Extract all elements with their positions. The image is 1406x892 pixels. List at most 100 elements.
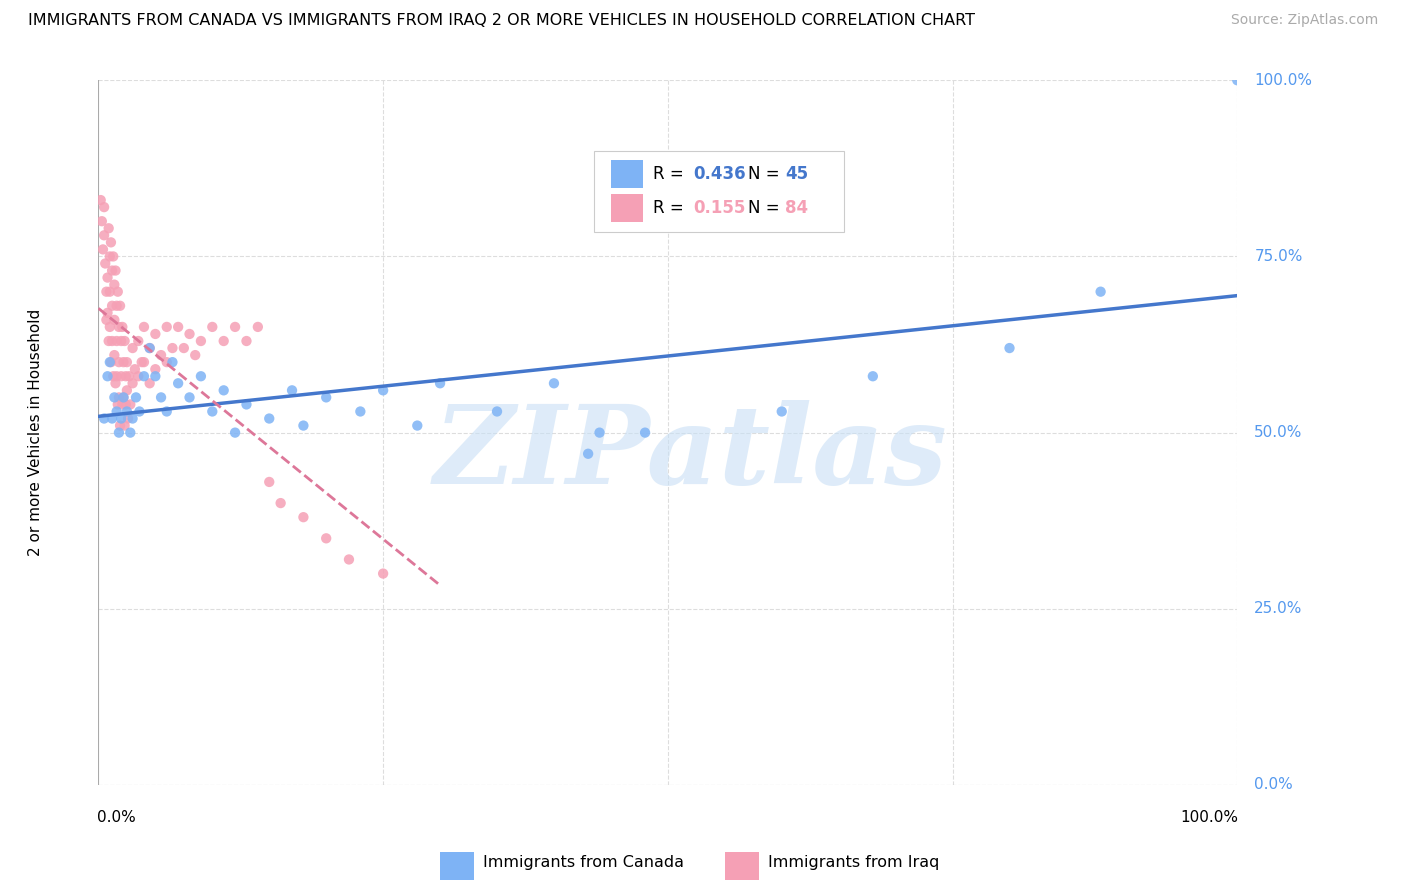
Point bbox=[124, 362, 146, 376]
Text: 0.436: 0.436 bbox=[693, 165, 745, 183]
Point bbox=[120, 397, 142, 411]
Point bbox=[138, 341, 160, 355]
Point bbox=[98, 320, 121, 334]
Point bbox=[98, 285, 121, 299]
Text: 0.0%: 0.0% bbox=[97, 810, 136, 824]
Point bbox=[127, 369, 149, 384]
Point bbox=[108, 418, 131, 433]
Text: N =: N = bbox=[748, 199, 785, 218]
Point bbox=[108, 391, 131, 405]
Point bbox=[179, 391, 201, 405]
Point bbox=[112, 391, 135, 405]
Point bbox=[96, 313, 118, 327]
Point bbox=[115, 355, 138, 369]
Text: Immigrants from Canada: Immigrants from Canada bbox=[484, 855, 685, 870]
FancyBboxPatch shape bbox=[612, 194, 643, 222]
Point bbox=[150, 348, 173, 362]
Point bbox=[117, 411, 139, 425]
Point bbox=[371, 384, 394, 398]
Point bbox=[112, 355, 135, 369]
Text: 45: 45 bbox=[785, 165, 808, 183]
Point bbox=[131, 355, 153, 369]
Point bbox=[103, 369, 125, 384]
Point bbox=[315, 391, 337, 405]
Point bbox=[101, 263, 124, 277]
Text: R =: R = bbox=[652, 165, 689, 183]
Point bbox=[162, 355, 184, 369]
Point bbox=[96, 369, 118, 384]
Text: Source: ZipAtlas.com: Source: ZipAtlas.com bbox=[1230, 13, 1378, 28]
Point bbox=[108, 320, 131, 334]
Point bbox=[128, 404, 150, 418]
Text: 75.0%: 75.0% bbox=[1254, 249, 1303, 264]
Point bbox=[107, 285, 129, 299]
Point bbox=[162, 341, 184, 355]
Point bbox=[150, 391, 173, 405]
Point bbox=[96, 306, 118, 320]
Text: Immigrants from Iraq: Immigrants from Iraq bbox=[768, 855, 939, 870]
Point bbox=[114, 334, 136, 348]
Point bbox=[105, 404, 128, 418]
Point bbox=[112, 391, 135, 405]
Point bbox=[371, 566, 394, 581]
Point bbox=[90, 214, 112, 228]
Text: 100.0%: 100.0% bbox=[1254, 73, 1312, 87]
Point bbox=[98, 250, 121, 264]
Point bbox=[110, 334, 132, 348]
Point bbox=[862, 369, 884, 384]
Point bbox=[315, 532, 337, 546]
Point bbox=[634, 425, 657, 440]
Point bbox=[246, 320, 269, 334]
Point bbox=[173, 341, 195, 355]
Point bbox=[103, 250, 125, 264]
Text: R =: R = bbox=[652, 199, 689, 218]
Point bbox=[138, 341, 160, 355]
Point bbox=[145, 362, 167, 376]
Point bbox=[235, 334, 257, 348]
Point bbox=[270, 496, 292, 510]
Text: IMMIGRANTS FROM CANADA VS IMMIGRANTS FROM IRAQ 2 OR MORE VEHICLES IN HOUSEHOLD C: IMMIGRANTS FROM CANADA VS IMMIGRANTS FRO… bbox=[28, 13, 976, 29]
Point bbox=[190, 334, 212, 348]
Point bbox=[107, 397, 129, 411]
Point bbox=[543, 376, 565, 391]
Point bbox=[94, 256, 117, 270]
Point bbox=[111, 397, 134, 411]
Point bbox=[108, 299, 131, 313]
Point bbox=[91, 243, 114, 257]
Point bbox=[104, 263, 127, 277]
Point bbox=[259, 411, 281, 425]
Point bbox=[235, 397, 257, 411]
Point bbox=[115, 384, 138, 398]
Point bbox=[121, 341, 143, 355]
Point bbox=[349, 404, 371, 418]
Point bbox=[998, 341, 1021, 355]
Text: 25.0%: 25.0% bbox=[1254, 601, 1303, 616]
Point bbox=[100, 355, 122, 369]
Point bbox=[259, 475, 281, 489]
Point bbox=[114, 397, 136, 411]
Point bbox=[103, 277, 125, 292]
Point bbox=[101, 334, 124, 348]
Point bbox=[114, 369, 136, 384]
Point bbox=[121, 376, 143, 391]
Point bbox=[103, 391, 125, 405]
Point bbox=[101, 299, 124, 313]
Point bbox=[110, 369, 132, 384]
Point bbox=[224, 425, 246, 440]
Point bbox=[486, 404, 509, 418]
Point bbox=[132, 355, 155, 369]
Point bbox=[96, 270, 118, 285]
Point bbox=[156, 320, 179, 334]
Point bbox=[132, 369, 155, 384]
Text: 50.0%: 50.0% bbox=[1254, 425, 1303, 440]
Point bbox=[201, 404, 224, 418]
Point bbox=[118, 369, 141, 384]
Point bbox=[201, 320, 224, 334]
Point bbox=[167, 320, 190, 334]
Point bbox=[184, 348, 207, 362]
Text: 0.155: 0.155 bbox=[693, 199, 745, 218]
Point bbox=[588, 425, 610, 440]
Point bbox=[120, 425, 142, 440]
Point bbox=[125, 391, 148, 405]
Point bbox=[100, 235, 122, 250]
